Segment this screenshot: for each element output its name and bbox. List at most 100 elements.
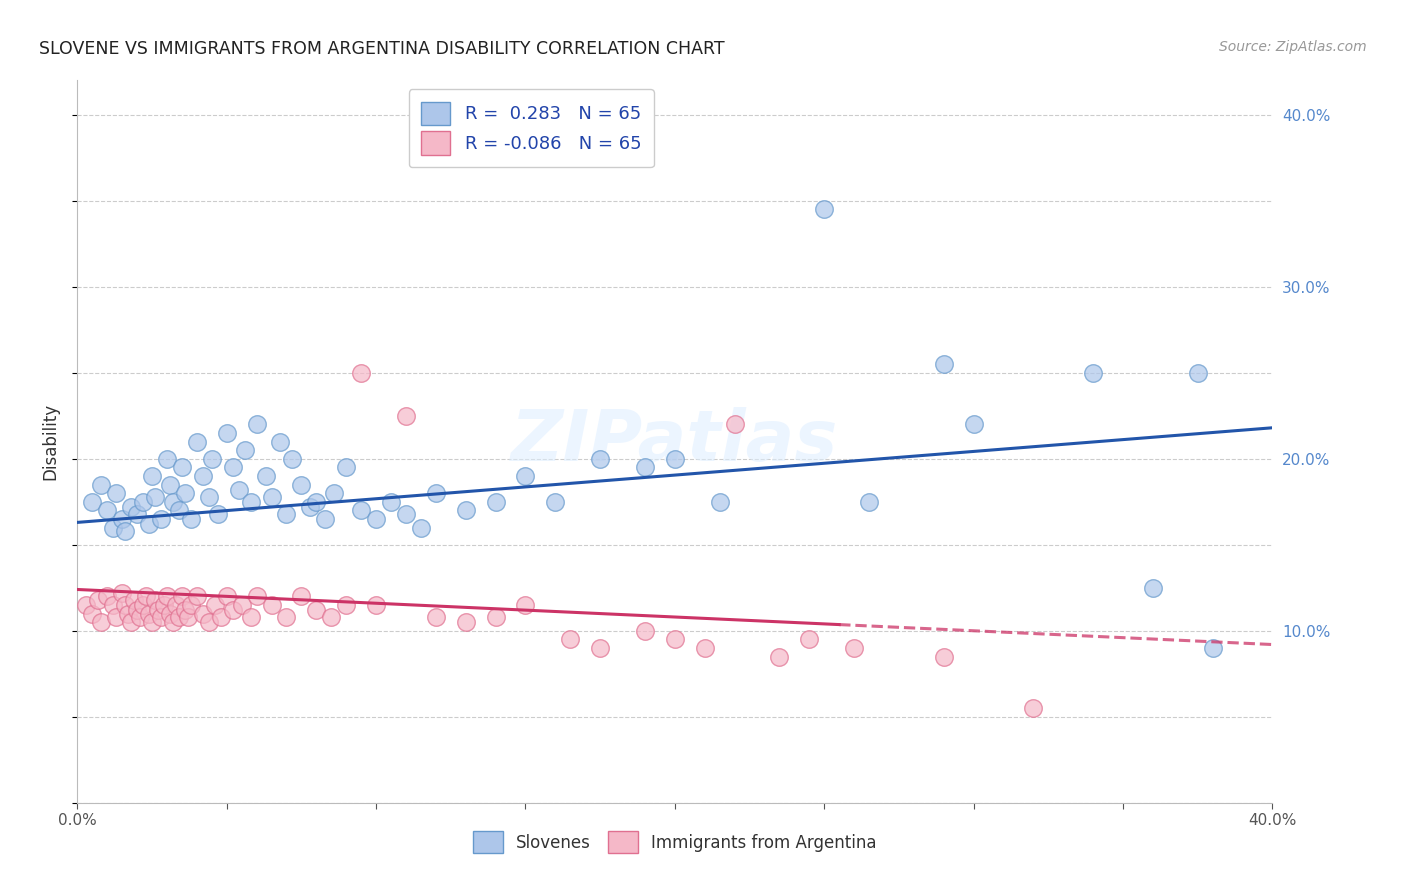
Point <box>135 590 157 604</box>
Point <box>299 500 322 514</box>
Point <box>709 494 731 508</box>
Point <box>485 494 508 508</box>
Point <box>150 610 173 624</box>
Point <box>515 469 537 483</box>
Point <box>305 603 328 617</box>
Point <box>114 524 136 538</box>
Point <box>143 490 166 504</box>
Point <box>180 512 202 526</box>
Point <box>932 649 955 664</box>
Point <box>103 598 124 612</box>
Point <box>90 477 112 491</box>
Text: Source: ZipAtlas.com: Source: ZipAtlas.com <box>1219 40 1367 54</box>
Point <box>75 598 97 612</box>
Point <box>560 632 582 647</box>
Point <box>138 607 160 621</box>
Point <box>186 434 208 449</box>
Point <box>111 512 134 526</box>
Point <box>197 490 219 504</box>
Point <box>305 494 328 508</box>
Point <box>87 592 110 607</box>
Point <box>170 460 193 475</box>
Point <box>314 512 336 526</box>
Point <box>281 451 304 466</box>
Point <box>117 607 139 621</box>
Point <box>231 598 253 612</box>
Point <box>270 434 292 449</box>
Point <box>589 640 612 655</box>
Legend: Slovenes, Immigrants from Argentina: Slovenes, Immigrants from Argentina <box>467 825 883 860</box>
Point <box>105 610 128 624</box>
Point <box>799 632 821 647</box>
Point <box>222 603 245 617</box>
Point <box>1202 640 1225 655</box>
Point <box>290 477 312 491</box>
Point <box>177 610 200 624</box>
Point <box>165 598 187 612</box>
Point <box>254 469 277 483</box>
Point <box>395 507 418 521</box>
Point <box>96 590 118 604</box>
Point <box>276 610 298 624</box>
Point <box>228 483 250 497</box>
Point <box>103 520 124 534</box>
Point <box>350 503 373 517</box>
Point <box>167 610 190 624</box>
Point <box>485 610 508 624</box>
Point <box>454 503 477 517</box>
Point <box>127 507 149 521</box>
Point <box>425 486 447 500</box>
Point <box>159 607 181 621</box>
Point <box>425 610 447 624</box>
Point <box>114 598 136 612</box>
Point <box>174 603 197 617</box>
Point <box>180 598 202 612</box>
Point <box>143 592 166 607</box>
Point <box>96 503 118 517</box>
Point <box>664 632 686 647</box>
Point <box>246 590 269 604</box>
Point <box>191 469 214 483</box>
Point <box>146 603 169 617</box>
Point <box>141 469 163 483</box>
Point <box>380 494 402 508</box>
Point <box>932 357 955 371</box>
Point <box>150 512 173 526</box>
Point <box>105 486 128 500</box>
Point <box>138 517 160 532</box>
Point <box>246 417 269 432</box>
Text: SLOVENE VS IMMIGRANTS FROM ARGENTINA DISABILITY CORRELATION CHART: SLOVENE VS IMMIGRANTS FROM ARGENTINA DIS… <box>39 40 725 58</box>
Point <box>170 590 193 604</box>
Point <box>127 603 149 617</box>
Point <box>664 451 686 466</box>
Point <box>239 494 262 508</box>
Point <box>186 590 208 604</box>
Point <box>122 592 145 607</box>
Point <box>693 640 716 655</box>
Point <box>321 610 343 624</box>
Text: ZIPatlas: ZIPatlas <box>512 407 838 476</box>
Point <box>276 507 298 521</box>
Point <box>204 598 226 612</box>
Point <box>159 477 181 491</box>
Point <box>90 615 112 630</box>
Point <box>207 507 229 521</box>
Point <box>366 598 388 612</box>
Point <box>350 366 373 380</box>
Point <box>129 610 152 624</box>
Point <box>222 460 245 475</box>
Point <box>963 417 986 432</box>
Point <box>156 451 179 466</box>
Point <box>215 425 238 440</box>
Point <box>197 615 219 630</box>
Point <box>167 503 190 517</box>
Point <box>209 610 232 624</box>
Point <box>111 586 134 600</box>
Point <box>120 615 142 630</box>
Point <box>1142 581 1164 595</box>
Point <box>335 598 357 612</box>
Point <box>813 202 835 217</box>
Point <box>132 598 155 612</box>
Point <box>768 649 790 664</box>
Point <box>260 598 283 612</box>
